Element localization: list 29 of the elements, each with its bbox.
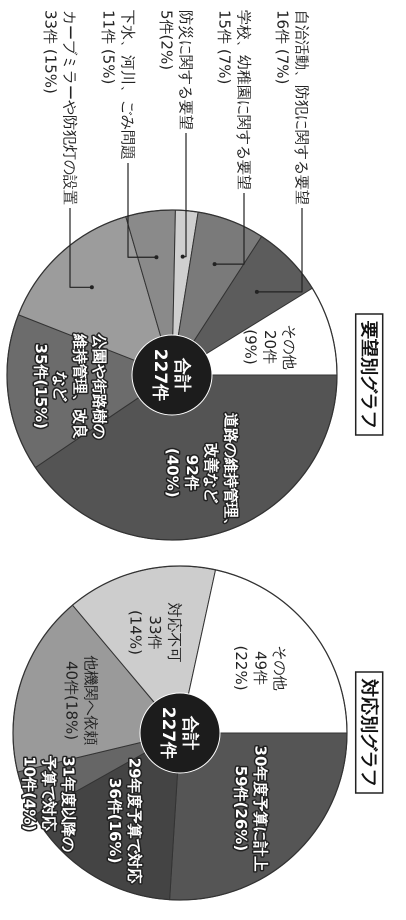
slice-label: 下水、河川、ごみ問題 — [118, 10, 137, 160]
slice-label: 30年度予算に計上 — [251, 746, 270, 872]
data-label: 49件 (22%) — [232, 646, 270, 691]
data-label: 20件 (9%) — [242, 329, 280, 365]
slice-label: 防災に関する要望 — [176, 10, 195, 130]
data-label: 10件(4%) — [20, 756, 39, 832]
data-label: 5件(2%) — [157, 10, 176, 70]
data-label: 36件(16%) — [106, 778, 124, 864]
slice-label: 公園や街路樹の維持管理、改良など — [51, 332, 108, 439]
slice-label: 学校、幼稚園に関する要望 — [234, 10, 253, 190]
slice-label: 自治活動、防犯に関する要望 — [292, 10, 311, 205]
text: 要望別グラフ — [358, 320, 380, 429]
slice-label: 対応不可 — [165, 602, 184, 662]
slice-label: 31年度以降の予算で対応 — [40, 755, 78, 852]
data-label: 35件(15%) — [32, 344, 50, 430]
slice-label: 道路の維持管理、改善など — [202, 412, 240, 533]
data-label: 11件 (5%) — [99, 10, 118, 84]
data-label: 15件 (7%) — [215, 10, 234, 84]
slice-label: カーブミラーや防犯灯の設置 — [60, 10, 79, 205]
text: 対応別グラフ — [358, 678, 380, 787]
data-label: 40件(18%) — [62, 661, 81, 740]
data-label: 33件 (15%) — [41, 10, 60, 94]
data-label: 92件 (40%) — [163, 448, 201, 498]
data-label: 59件(26%) — [232, 766, 250, 852]
slice-label: その他 — [280, 324, 299, 370]
data-label: 16件 (7%) — [273, 10, 292, 84]
slice-label: その他 — [270, 646, 289, 691]
data-label: 33件 (14%) — [126, 610, 164, 656]
slice-label: 他機関へ依頼 — [82, 656, 100, 746]
